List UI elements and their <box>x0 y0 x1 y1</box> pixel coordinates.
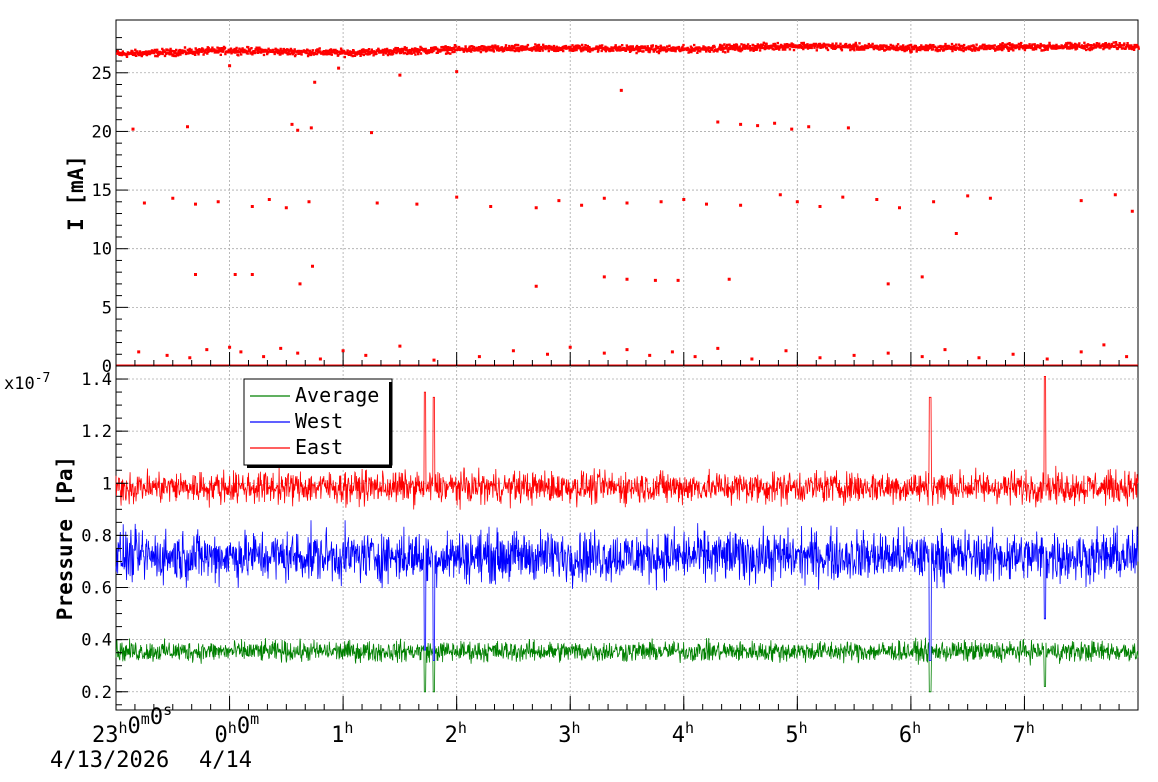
time-axis-tick-label: 1h <box>331 719 353 748</box>
time-axis-tick-label: 2h <box>445 719 467 748</box>
current-y-tick-label: 15 <box>92 181 112 201</box>
time-axis-tick-label: 3h <box>558 719 580 748</box>
pressure-panel: 0.20.40.60.811.21.4 Pressure [Pa] x10-7 … <box>4 365 1139 711</box>
pressure-y-tick-label: 0.2 <box>81 683 112 703</box>
current-y-tick-label: 25 <box>92 64 112 84</box>
time-axis: 23h0m0s 0h0m 1h 2h 3h 4h 5h 6h 7h <box>92 352 1120 748</box>
current-y-tick-label: 5 <box>102 298 112 318</box>
legend: Average West East <box>243 378 393 468</box>
pressure-grid <box>116 366 1138 710</box>
pressure-y-tick-label: 1.4 <box>81 370 112 390</box>
pressure-y-axis-title: Pressure [Pa] <box>53 456 77 620</box>
pressure-y-tick-label: 0.8 <box>81 526 112 546</box>
pressure-data <box>115 375 1139 693</box>
time-axis-tick-label: 5h <box>785 719 807 748</box>
current-y-tick-label: 20 <box>92 122 112 142</box>
legend-label-average: Average <box>295 383 379 407</box>
current-y-tick-label: 10 <box>92 240 112 260</box>
pressure-series-east <box>115 375 1139 510</box>
pressure-y-tick-label: 1 <box>102 474 112 494</box>
time-axis-tick-label: 6h <box>899 719 921 748</box>
legend-shadow <box>247 465 392 468</box>
pressure-y-ticks: 0.2 0.4 0.6 0.8 1 1.2 1.4 <box>81 370 128 706</box>
legend-shadow-side <box>389 382 392 468</box>
date-start-label: 4/13/2026 <box>50 748 169 773</box>
date-next-label: 4/14 <box>199 748 252 773</box>
pressure-series-west <box>115 520 1139 661</box>
current-plot-frame <box>115 19 1139 367</box>
pressure-y-tick-label: 0.6 <box>81 579 112 599</box>
pressure-y-tick-label: 1.2 <box>81 422 112 442</box>
time-axis-tick-label: 23h0m0s <box>92 701 172 748</box>
pressure-series-average <box>115 637 1139 693</box>
time-axis-tick-label: 7h <box>1012 719 1034 748</box>
time-axis-tick-label: 0h0m <box>215 710 260 748</box>
pressure-y-exponent: x10-7 <box>4 371 50 394</box>
legend-label-east: East <box>295 435 343 459</box>
legend-label-west: West <box>295 409 343 433</box>
current-y-tick-label: 0 <box>102 357 112 377</box>
current-series-band <box>116 41 1140 59</box>
current-panel: 0 5 10 15 20 25 I [mA] <box>64 19 1140 377</box>
pressure-y-tick-label: 0.4 <box>81 631 112 651</box>
time-axis-tick-label: 4h <box>672 719 694 748</box>
current-y-axis-title: I [mA] <box>64 155 88 231</box>
current-y-ticks: 0 5 10 15 20 25 <box>92 37 128 377</box>
current-grid <box>116 20 1138 366</box>
